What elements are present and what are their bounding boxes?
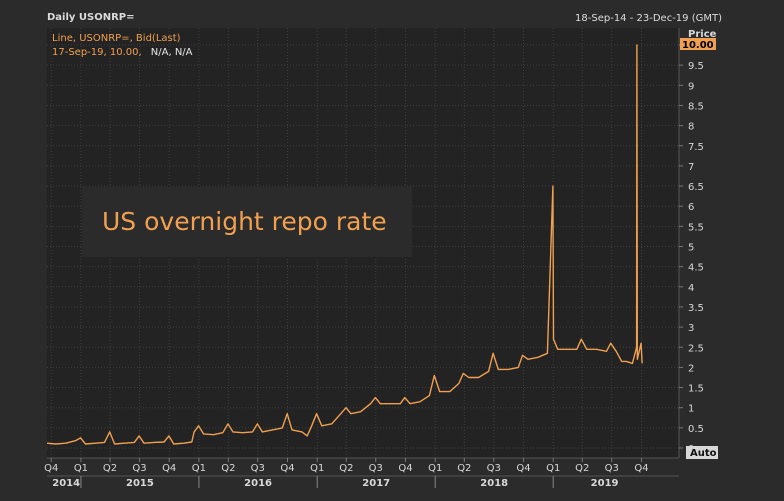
y-tick-label: 3	[688, 323, 694, 334]
y-tick-label: 1	[688, 404, 694, 415]
auto-button-background[interactable]	[686, 446, 718, 459]
x-tick-label: Q4	[44, 463, 58, 474]
y-tick-label: 4	[688, 283, 694, 294]
y-tick-label: 4.5	[688, 263, 704, 274]
y-tick-label: 0.5	[688, 424, 704, 435]
x-axis: Q4 Q1 Q2 Q3 Q4 Q1 Q2 Q3 Q4 Q1 Q2 Q3 Q4 Q1 Q2 Q3 Q4 Q1 Q2 Q3…	[44, 458, 679, 489]
x-tick-label: Q1	[74, 463, 88, 474]
year-label: 2014	[52, 478, 80, 489]
y-tick-label: 7	[688, 162, 694, 173]
y-tick-label: 6.5	[688, 182, 704, 193]
price-tag-text: 10.00	[682, 40, 714, 51]
date-range: 18-Sep-14 - 23-Dec-19 (GMT)	[575, 13, 722, 24]
x-tick-label: Q3	[132, 463, 146, 474]
y-tick-label: 5	[688, 243, 694, 254]
legend-rest: N/A, N/A	[151, 47, 193, 58]
year-label: 2015	[126, 478, 154, 489]
x-tick-label: Q4	[162, 463, 176, 474]
legend-series: Line, USONRP=, Bid(Last)	[52, 33, 181, 44]
x-tick-label: Q3	[251, 463, 265, 474]
y-tick-label: 2	[688, 363, 694, 374]
auto-button-label[interactable]: Auto	[690, 448, 717, 459]
x-tick-label: Q2	[221, 463, 235, 474]
annotation-text: US overnight repo rate	[102, 207, 387, 236]
chart-title: Daily USONRP=	[47, 12, 135, 23]
auto-button[interactable]: Auto	[686, 446, 718, 459]
y-tick-label: 2.5	[688, 343, 704, 354]
x-tick-label: Q1	[546, 463, 560, 474]
year-label: 2019	[591, 478, 619, 489]
x-tick-label: Q4	[634, 463, 648, 474]
x-tick-label: Q4	[398, 463, 412, 474]
annotation-box: US overnight repo rate	[82, 187, 412, 257]
year-label: 2018	[480, 478, 508, 489]
price-tag-background	[680, 38, 716, 50]
y-tick-label: 8	[688, 122, 694, 133]
y-tick-label: 6	[688, 202, 694, 213]
annotation-background	[82, 187, 412, 257]
legend-date-value: 17-Sep-19, 10.00,	[52, 47, 142, 58]
year-label: 2016	[244, 478, 272, 489]
series-line	[46, 44, 643, 445]
x-tick-label: Q3	[369, 463, 383, 474]
series-layer	[46, 44, 643, 445]
x-tick-label: Q2	[457, 463, 471, 474]
x-tick-label: Q1	[428, 463, 442, 474]
legend: Line, USONRP=, Bid(Last) 17-Sep-19, 10.0…	[52, 33, 193, 59]
x-tick-label: Q3	[487, 463, 501, 474]
x-tick-label: Q4	[280, 463, 294, 474]
y-tick-label: 9.5	[688, 61, 704, 72]
x-tick-label: Q2	[103, 463, 117, 474]
x-tick-label: Q4	[516, 463, 530, 474]
y-tick-label: 1.5	[688, 384, 704, 395]
x-tick-label: Q1	[192, 463, 206, 474]
x-tick-label: Q1	[310, 463, 324, 474]
y-tick-label: 7.5	[688, 142, 704, 153]
price-tag: 10.00	[680, 38, 716, 51]
x-tick-label: Q2	[575, 463, 589, 474]
year-label: 2017	[362, 478, 390, 489]
y-tick-label: 3.5	[688, 303, 704, 314]
y-tick-label: 8.5	[688, 101, 704, 112]
y-tick-label: 9	[688, 81, 694, 92]
x-tick-label: Q2	[339, 463, 353, 474]
y-axis-title: Price	[688, 29, 717, 40]
y-tick-label: 5.5	[688, 222, 704, 233]
legend-value: 17-Sep-19, 10.00, N/A, N/A	[52, 40, 193, 59]
x-tick-label: Q3	[605, 463, 619, 474]
